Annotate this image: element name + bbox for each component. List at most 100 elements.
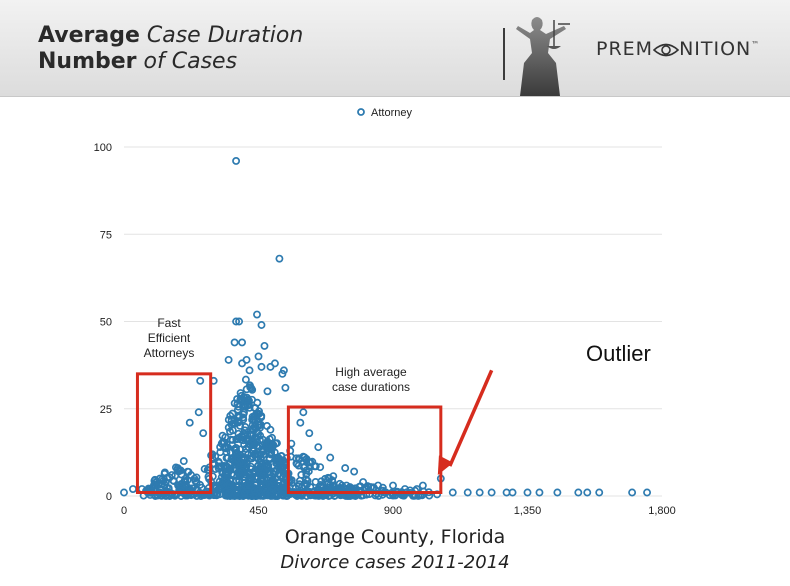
data-point: [321, 474, 330, 483]
data-point: [235, 317, 244, 326]
data-point: [574, 488, 583, 497]
y-tick-label: 25: [100, 404, 112, 416]
data-point: [242, 355, 251, 364]
data-point: [222, 468, 231, 477]
y-tick-label: 75: [100, 229, 112, 241]
data-point: [211, 465, 220, 473]
y-tick-label: 50: [100, 317, 112, 329]
title-line1-italic: Case Duration: [146, 23, 304, 48]
data-point: [325, 474, 334, 483]
title-line2-italic: of Cases: [143, 49, 238, 74]
data-point: [583, 488, 592, 497]
data-point: [199, 429, 208, 438]
data-point: [311, 462, 320, 471]
data-point: [230, 419, 239, 428]
data-point: [463, 488, 472, 497]
data-point: [523, 488, 532, 497]
data-point: [161, 478, 170, 486]
data-point: [231, 460, 240, 469]
data-point: [263, 387, 272, 396]
data-point: [278, 369, 287, 378]
data-point: [314, 443, 323, 452]
data-point: [418, 481, 427, 490]
data-point: [259, 447, 268, 456]
fast-attorneys-label: Attorneys: [144, 346, 195, 360]
data-point: [194, 408, 203, 417]
data-point: [275, 254, 284, 263]
data-point: [230, 338, 239, 347]
data-point: [311, 477, 320, 486]
data-point: [351, 490, 360, 499]
data-point: [239, 459, 248, 468]
data-point: [214, 464, 223, 473]
data-point: [253, 398, 262, 407]
legend: Attorney: [357, 107, 412, 119]
chart-location-title: Orange County, Florida: [284, 526, 506, 548]
data-point: [223, 453, 232, 462]
data-point: [270, 467, 278, 476]
data-point: [245, 366, 254, 375]
data-point: [179, 457, 188, 466]
data-point: [233, 405, 242, 414]
high-duration-label: case durations: [332, 380, 410, 394]
data-point: [251, 410, 260, 419]
data-point: [230, 464, 239, 473]
logo-trademark: ™: [751, 40, 761, 49]
legend-marker: [357, 108, 365, 116]
x-tick-label: 450: [249, 505, 267, 517]
data-point: [250, 487, 259, 495]
data-point: [240, 489, 249, 498]
data-point: [264, 474, 273, 483]
data-point: [341, 464, 350, 473]
data-point: [257, 454, 265, 463]
data-point: [251, 474, 260, 483]
data-point: [218, 438, 227, 447]
data-point: [475, 488, 484, 497]
y-axis-ticks: 0 25 50 75 100: [94, 142, 112, 503]
data-point: [232, 157, 241, 165]
data-point: [215, 477, 224, 486]
data-point: [389, 481, 397, 490]
title-line2-bold: Number: [38, 49, 137, 74]
premonition-logo: PREM NITION™: [596, 38, 760, 60]
data-point: [216, 480, 225, 489]
data-point: [294, 461, 303, 470]
data-point: [129, 485, 137, 493]
data-point: [210, 491, 218, 500]
data-point: [149, 481, 158, 490]
data-point: [293, 460, 301, 469]
data-point: [232, 455, 241, 464]
data-point: [299, 408, 308, 417]
data-point: [508, 488, 517, 497]
eye-logo-icon: [653, 43, 680, 56]
data-point: [302, 455, 311, 463]
data-point: [196, 376, 205, 385]
data-point: [185, 418, 194, 427]
data-point: [235, 468, 244, 477]
data-point: [235, 476, 243, 485]
data-points: [120, 157, 652, 500]
x-tick-label: 1,350: [514, 505, 542, 517]
fast-attorneys-label: Efficient: [148, 331, 191, 345]
data-point: [225, 488, 234, 497]
data-point: [142, 486, 151, 495]
data-point: [226, 427, 234, 436]
logo-text-prefix: PREM: [596, 38, 654, 60]
data-point: [268, 485, 277, 494]
data-point: [222, 463, 231, 472]
data-point: [279, 491, 288, 500]
data-point: [244, 436, 253, 445]
data-point: [237, 431, 246, 440]
data-point: [302, 466, 311, 475]
outlier-arrow-line: [448, 369, 494, 467]
data-point: [167, 471, 176, 480]
data-point: [245, 403, 254, 412]
x-tick-label: 900: [384, 505, 402, 517]
data-point: [270, 359, 279, 368]
data-point: [553, 488, 562, 497]
data-point: [265, 439, 274, 448]
data-point: [535, 488, 544, 497]
data-point: [253, 428, 262, 437]
lady-justice-statue-icon: [503, 17, 570, 96]
data-point: [255, 463, 264, 472]
